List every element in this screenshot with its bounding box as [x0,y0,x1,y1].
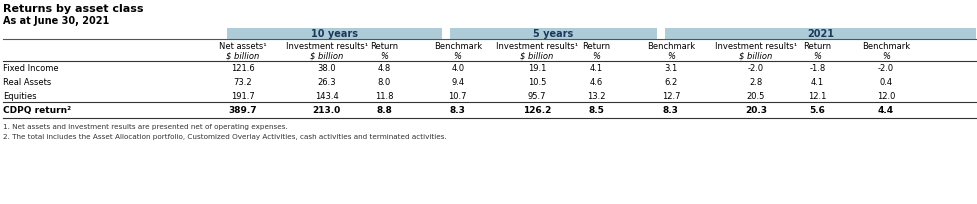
Text: 213.0: 213.0 [313,105,340,114]
Text: 121.6: 121.6 [231,64,254,73]
Text: Real Assets: Real Assets [3,78,51,86]
Text: 12.0: 12.0 [876,92,894,101]
Text: 4.8: 4.8 [377,64,391,73]
Text: 191.7: 191.7 [231,92,254,101]
Text: Investment results¹: Investment results¹ [714,42,796,51]
Text: Return: Return [370,42,398,51]
Text: 73.2: 73.2 [233,78,252,86]
Text: Equities: Equities [3,92,36,101]
Text: %: % [380,52,388,61]
Text: 8.3: 8.3 [449,105,465,114]
Text: %: % [881,52,889,61]
Text: 2021: 2021 [806,29,833,39]
Text: CDPQ return²: CDPQ return² [3,105,71,114]
Text: 8.8: 8.8 [376,105,392,114]
Text: 4.6: 4.6 [589,78,603,86]
Text: Benchmark: Benchmark [646,42,695,51]
Text: As at June 30, 2021: As at June 30, 2021 [3,16,109,26]
Bar [664,29,975,40]
Text: 20.3: 20.3 [744,105,766,114]
Text: 12.7: 12.7 [661,92,679,101]
Text: Return: Return [582,42,610,51]
Text: 95.7: 95.7 [528,92,545,101]
Text: 2.8: 2.8 [748,78,762,86]
Bar [227,29,442,40]
Text: 19.1: 19.1 [528,64,545,73]
Text: Returns by asset class: Returns by asset class [3,4,144,14]
Text: 9.4: 9.4 [450,78,464,86]
Text: 10 years: 10 years [311,29,358,39]
Text: 8.3: 8.3 [662,105,678,114]
Text: Benchmark: Benchmark [861,42,910,51]
Text: %: % [592,52,600,61]
Text: 4.1: 4.1 [589,64,603,73]
Text: 4.1: 4.1 [810,78,824,86]
Text: 4.0: 4.0 [450,64,464,73]
Text: 10.7: 10.7 [448,92,466,101]
Text: -1.8: -1.8 [809,64,825,73]
Text: 2. The total includes the Asset Allocation portfolio, Customized Overlay Activit: 2. The total includes the Asset Allocati… [3,133,446,139]
Text: 10.5: 10.5 [528,78,545,86]
Text: 8.5: 8.5 [588,105,604,114]
Text: Fixed Income: Fixed Income [3,64,59,73]
Text: 3.1: 3.1 [663,64,677,73]
Text: %: % [453,52,461,61]
Text: %: % [666,52,674,61]
Text: 11.8: 11.8 [375,92,393,101]
Text: $ billion: $ billion [739,52,772,61]
Text: Benchmark: Benchmark [433,42,482,51]
Text: 8.0: 8.0 [377,78,391,86]
Text: 6.2: 6.2 [663,78,677,86]
Text: 5 years: 5 years [532,29,573,39]
Text: 5.6: 5.6 [809,105,825,114]
Text: 143.4: 143.4 [315,92,338,101]
Text: 38.0: 38.0 [317,64,336,73]
Text: $ billion: $ billion [310,52,343,61]
Text: 126.2: 126.2 [522,105,551,114]
Text: Net assets¹: Net assets¹ [219,42,266,51]
Text: 26.3: 26.3 [317,78,336,86]
Text: 12.1: 12.1 [808,92,826,101]
Text: -2.0: -2.0 [747,64,763,73]
Text: Return: Return [803,42,830,51]
Text: 389.7: 389.7 [228,105,257,114]
Text: 1. Net assets and investment results are presented net of operating expenses.: 1. Net assets and investment results are… [3,123,287,129]
Text: $ billion: $ billion [226,52,259,61]
Text: 0.4: 0.4 [878,78,892,86]
Text: Investment results¹: Investment results¹ [495,42,577,51]
Text: 20.5: 20.5 [746,92,764,101]
Text: $ billion: $ billion [520,52,553,61]
Text: -2.0: -2.0 [877,64,893,73]
Text: %: % [813,52,821,61]
Text: 4.4: 4.4 [877,105,893,114]
Text: Investment results¹: Investment results¹ [285,42,367,51]
Text: 13.2: 13.2 [587,92,605,101]
Bar [449,29,657,40]
